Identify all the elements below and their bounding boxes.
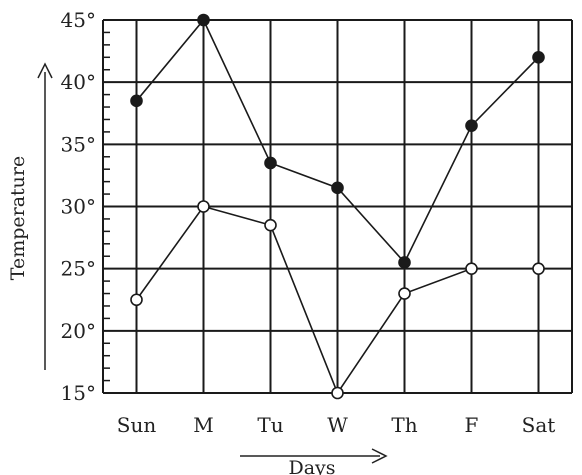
- data-point: [130, 293, 143, 307]
- data-point: [398, 256, 411, 269]
- data-point: [331, 386, 344, 400]
- x-tick-label: Th: [391, 413, 417, 437]
- x-tick-label: M: [193, 413, 213, 437]
- y-tick-label: 15°: [61, 381, 96, 405]
- data-point: [197, 13, 210, 27]
- data-point: [264, 156, 277, 170]
- grid: [102, 19, 573, 394]
- y-tick-label: 40°: [61, 70, 96, 94]
- data-point: [465, 119, 478, 132]
- y-tick-label: 35°: [61, 132, 96, 156]
- x-axis-arrowhead: [371, 448, 388, 464]
- y-tick-labels: 15° 20° 25° 30° 35° 40° 45°: [61, 8, 96, 405]
- data-point: [398, 287, 411, 300]
- y-tick-label: 45°: [61, 8, 96, 32]
- data-point: [331, 181, 344, 195]
- y-tick-label: 25°: [61, 257, 96, 281]
- series-points: [130, 13, 545, 400]
- x-tick-label: W: [327, 413, 348, 437]
- x-tick-labels: Sun M Tu W Th F Sat: [117, 413, 556, 437]
- minor-ticks: [103, 31, 110, 382]
- data-point: [532, 50, 545, 64]
- data-point: [264, 218, 277, 232]
- y-axis-arrowhead: [37, 62, 53, 79]
- x-tick-label: Sat: [522, 413, 556, 437]
- y-tick-label: 30°: [61, 195, 96, 219]
- data-point: [465, 262, 478, 275]
- x-tick-label: F: [465, 413, 479, 437]
- y-axis-title: Temperature: [7, 156, 29, 280]
- x-axis-title: Days: [288, 457, 335, 475]
- x-tick-label: Sun: [117, 413, 157, 437]
- y-tick-label: 20°: [61, 319, 96, 343]
- x-tick-label: Tu: [257, 413, 283, 437]
- data-point: [130, 94, 143, 108]
- data-point: [197, 200, 210, 213]
- data-point: [532, 262, 545, 275]
